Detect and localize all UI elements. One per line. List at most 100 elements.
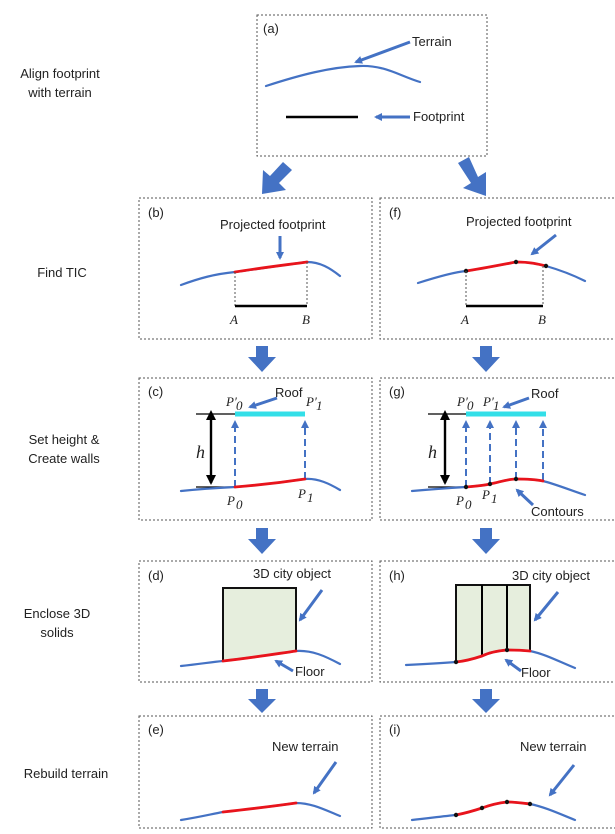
floor-callout-arrow (504, 658, 522, 673)
floor-line (221, 649, 298, 663)
building-solid (222, 587, 297, 663)
flow-arrow-right (458, 157, 486, 196)
projected-footprint-line (464, 477, 545, 489)
panel-b-tag: (b) (148, 205, 164, 220)
svg-text:1: 1 (491, 491, 498, 506)
contour-point (504, 799, 510, 805)
svg-text:P: P (481, 487, 490, 502)
projected-footprint-label: Projected footprint (466, 214, 572, 229)
panel-a: (a) Terrain Footprint (256, 14, 488, 157)
svg-text:1: 1 (307, 490, 314, 505)
flow-arrow-down (472, 689, 500, 713)
flow-arrow-down (248, 528, 276, 554)
p1-prime-label: P′ 1 (305, 394, 323, 413)
p1-label: P 1 (297, 486, 314, 505)
new-terrain-label: New terrain (520, 739, 586, 754)
height-label: h (196, 442, 205, 462)
svg-text:0: 0 (467, 398, 474, 413)
height-label: h (428, 442, 437, 462)
contour-point (504, 647, 510, 653)
city-object-label: 3D city object (253, 566, 331, 581)
new-terrain-segment (454, 800, 532, 817)
panel-e-tag: (e) (148, 722, 164, 737)
floor-label: Floor (295, 664, 325, 679)
projected-footprint-line (233, 260, 309, 274)
footprint-label: Footprint (413, 109, 465, 124)
panel-a-tag: (a) (263, 21, 279, 36)
roof-label: Roof (531, 386, 559, 401)
city-object-callout-arrow (533, 591, 560, 622)
projected-callout-arrow (530, 233, 557, 256)
terrain-callout-arrow (354, 40, 411, 64)
svg-text:P: P (297, 486, 306, 501)
svg-text:P′: P′ (456, 394, 468, 409)
step-align-label-line1: Align footprint (20, 66, 100, 81)
point-b-label: B (538, 312, 546, 327)
p0-prime-label: P′ 0 (456, 394, 474, 413)
floor-callout-arrow (274, 659, 294, 673)
p0-label: P 0 (226, 493, 243, 512)
contour-point (463, 484, 469, 490)
svg-text:P′: P′ (225, 394, 237, 409)
svg-text:0: 0 (465, 497, 472, 512)
step-set-height-label-line1: Set height & (29, 432, 100, 447)
p0-prime-label: P′ 0 (225, 394, 243, 413)
new-terrain-callout-arrow (312, 761, 338, 795)
contour-point (513, 259, 519, 265)
point-b-label: B (302, 312, 310, 327)
step-find-tic-label: Find TIC (37, 265, 87, 280)
flow-arrow-left (262, 162, 292, 194)
projected-footprint-label: Projected footprint (220, 217, 326, 232)
terrain-line (264, 64, 422, 88)
svg-text:P: P (455, 493, 464, 508)
flow-arrow-down (248, 689, 276, 713)
panel-i: (i) New terrain (379, 715, 615, 829)
roof-callout-arrow (502, 396, 530, 409)
roof-callout-arrow (248, 396, 278, 409)
contours-callout-arrow (515, 488, 535, 507)
panel-i-tag: (i) (389, 722, 401, 737)
contour-point (543, 263, 549, 269)
svg-text:P: P (226, 493, 235, 508)
step-align-label-line2: with terrain (27, 85, 92, 100)
panel-d-tag: (d) (148, 568, 164, 583)
projected-footprint-line (233, 477, 307, 489)
panel-c-tag: (c) (148, 384, 163, 399)
flow-arrow-down (472, 528, 500, 554)
svg-text:P′: P′ (482, 394, 494, 409)
new-terrain-segment (221, 801, 298, 814)
point-a-label: A (460, 312, 469, 327)
contour-point (453, 659, 459, 665)
point-a-label: A (229, 312, 238, 327)
panel-d: (d) 3D city object Floor (138, 560, 373, 683)
panel-f-tag: (f) (389, 205, 401, 220)
panel-g: (g) Roof h Contours P′ 0 P′ 1 P 0 P (379, 377, 615, 521)
contour-point (453, 812, 459, 818)
new-terrain-callout-arrow (548, 764, 576, 797)
p1-prime-label: P′ 1 (482, 394, 500, 413)
terrain-label: Terrain (412, 34, 452, 49)
panel-e: (e) New terrain (138, 715, 373, 829)
svg-text:0: 0 (236, 497, 243, 512)
p1-label: P 1 (481, 487, 498, 506)
svg-text:P′: P′ (305, 394, 317, 409)
panel-h: (h) 3D city object Floor (379, 560, 615, 683)
roof-label: Roof (275, 385, 303, 400)
svg-text:1: 1 (493, 398, 500, 413)
floor-label: Floor (521, 665, 551, 680)
floor-line (454, 648, 532, 664)
contour-point (479, 805, 485, 811)
p0-label: P 0 (455, 493, 472, 512)
city-object-label: 3D city object (512, 568, 590, 583)
panel-h-tag: (h) (389, 568, 405, 583)
new-terrain-label: New terrain (272, 739, 338, 754)
flow-arrow-down (248, 346, 276, 372)
contour-point (513, 476, 519, 482)
city-object-callout-arrow (298, 589, 324, 622)
contour-point (487, 481, 493, 487)
step-enclose-label-line2: solids (40, 625, 74, 640)
contour-point (527, 801, 533, 807)
panel-c: (c) Roof h P′ 0 P′ 1 P 0 P 1 (138, 377, 373, 521)
step-enclose-label-line1: Enclose 3D (24, 606, 90, 621)
